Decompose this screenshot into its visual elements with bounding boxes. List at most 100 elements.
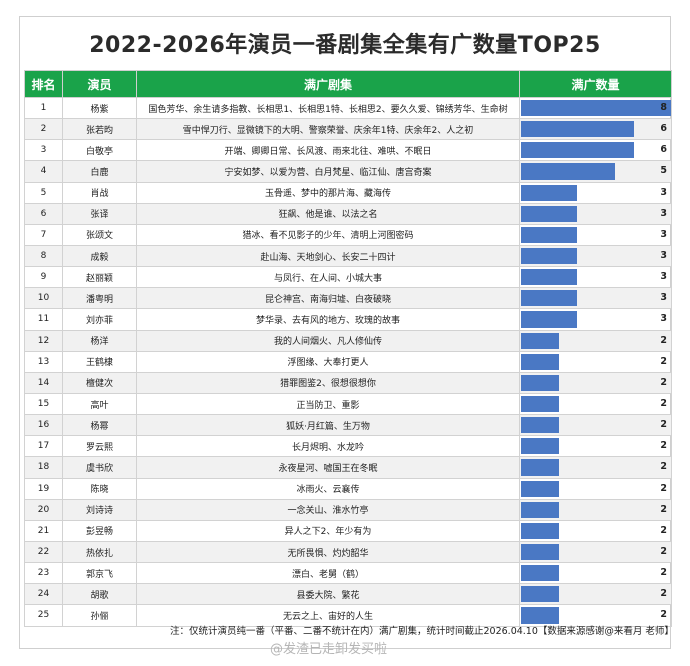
rank-cell: 19	[24, 477, 63, 500]
count-value: 2	[660, 524, 667, 536]
table-row: 20 刘诗诗 一念关山、淮水竹亭 2	[24, 498, 672, 521]
count-bar	[521, 163, 615, 180]
table-row: 21 彭昱畅 异人之下2、年少有为 2	[24, 519, 672, 542]
actor-cell: 肖战	[62, 181, 137, 204]
count-value: 3	[660, 186, 667, 198]
dramas-cell: 无云之上、宙好的人生	[136, 604, 520, 627]
count-cell: 2	[519, 477, 672, 500]
table-row: 12 杨洋 我的人间烟火、凡人修仙传 2	[24, 329, 672, 352]
count-value: 6	[660, 123, 667, 135]
count-cell: 3	[519, 308, 672, 331]
count-bar	[521, 269, 577, 286]
actor-cell: 潘粤明	[62, 287, 137, 310]
rank-cell: 24	[24, 583, 63, 606]
count-bar	[521, 543, 559, 561]
count-value: 2	[660, 419, 667, 431]
count-value: 2	[660, 461, 667, 473]
count-bar	[521, 290, 577, 307]
header-rank: 排名	[24, 70, 63, 98]
actor-cell: 孙俪	[62, 604, 137, 627]
count-value: 2	[660, 397, 667, 409]
actor-cell: 刘亦菲	[62, 308, 137, 331]
table-row: 8 成毅 赴山海、天地剑心、长安二十四计 3	[24, 244, 672, 268]
dramas-cell: 昆仑神宫、南海归墟、白夜破晓	[136, 287, 520, 310]
count-bar	[521, 459, 559, 476]
table-row: 5 肖战 玉骨遥、梦中的那片海、藏海传 3	[24, 181, 672, 204]
table-row: 25 孙俪 无云之上、宙好的人生 2	[24, 604, 672, 627]
dramas-cell: 狂飙、他是谁、以法之名	[136, 202, 520, 225]
watermark-text: @发渣已走卸发买啦	[270, 642, 388, 657]
count-cell: 2	[519, 392, 672, 416]
count-bar	[521, 586, 559, 603]
actor-cell: 张颂文	[62, 223, 137, 246]
table-row: 1 杨紫 国色芳华、余生请多指教、长相思1、长相思1特、长相思2、要久久爱、锦绣芳华…	[24, 96, 672, 120]
count-cell: 2	[519, 435, 672, 458]
rank-cell: 14	[24, 371, 63, 394]
dramas-cell: 我的人间烟火、凡人修仙传	[136, 329, 520, 352]
table-row: 9 赵丽颖 与凤行、在人间、小城大事 3	[24, 266, 672, 289]
count-cell: 2	[519, 350, 672, 373]
actor-cell: 檀健次	[62, 371, 137, 394]
count-cell: 3	[519, 223, 672, 246]
actor-cell: 白鹿	[62, 160, 137, 183]
count-cell: 8	[519, 96, 672, 120]
dramas-cell: 国色芳华、余生请多指教、长相思1、长相思1特、长相思2、要久久爱、锦绣芳华、生命…	[136, 96, 520, 120]
count-bar	[521, 332, 559, 349]
dramas-cell: 梦华录、去有风的地方、玫瑰的故事	[136, 308, 520, 331]
count-bar	[521, 226, 577, 243]
count-cell: 2	[519, 540, 672, 564]
dramas-cell: 长月烬明、水龙吟	[136, 435, 520, 458]
header-actor: 演员	[62, 70, 137, 98]
ranking-table: 排名 演员 满广剧集 满广数量 1 杨紫 国色芳华、余生请多指教、长相思1、长相思1…	[24, 70, 672, 627]
count-value: 3	[660, 207, 667, 219]
count-value: 2	[660, 376, 667, 388]
rank-cell: 10	[24, 287, 63, 310]
count-bar	[521, 311, 577, 328]
count-value: 3	[660, 249, 667, 261]
table-row: 14 檀健次 猎罪图鉴2、很想很想你 2	[24, 371, 672, 394]
count-bar	[521, 522, 559, 539]
count-bar	[521, 247, 577, 265]
rank-cell: 18	[24, 456, 63, 479]
count-cell: 3	[519, 266, 672, 289]
count-cell: 5	[519, 160, 672, 183]
rank-cell: 25	[24, 604, 63, 627]
count-value: 8	[660, 102, 667, 113]
rank-cell: 5	[24, 181, 63, 204]
count-cell: 3	[519, 287, 672, 310]
count-cell: 3	[519, 202, 672, 225]
table-row: 11 刘亦菲 梦华录、去有风的地方、玫瑰的故事 3	[24, 308, 672, 331]
count-cell: 2	[519, 583, 672, 606]
dramas-cell: 无所畏惧、灼灼韶华	[136, 540, 520, 564]
count-cell: 6	[519, 118, 672, 141]
count-bar	[521, 438, 559, 455]
header-count: 满广数量	[519, 70, 672, 98]
table-row: 24 胡歌 县委大院、繁花 2	[24, 583, 672, 606]
table-row: 7 张颂文 猎冰、看不见影子的少年、清明上河图密码 3	[24, 223, 672, 246]
count-value: 3	[660, 313, 667, 325]
dramas-cell: 宁安如梦、以爱为营、白月梵星、临江仙、唐宫奇案	[136, 160, 520, 183]
rank-cell: 6	[24, 202, 63, 225]
count-value: 2	[660, 567, 667, 579]
rank-cell: 8	[24, 244, 63, 268]
actor-cell: 王鹤棣	[62, 350, 137, 373]
count-value: 6	[660, 144, 667, 156]
table-row: 13 王鹤棣 浮图缘、大奉打更人 2	[24, 350, 672, 373]
table-header-row: 排名 演员 满广剧集 满广数量	[24, 70, 672, 98]
count-value: 3	[660, 271, 667, 283]
count-bar	[521, 565, 559, 582]
dramas-cell: 雪中悍刀行、显微镜下的大明、警察荣誉、庆余年1特、庆余年2、人之初	[136, 118, 520, 141]
count-cell: 2	[519, 329, 672, 352]
dramas-cell: 异人之下2、年少有为	[136, 519, 520, 542]
actor-cell: 热依扎	[62, 540, 137, 564]
count-value: 2	[660, 355, 667, 367]
rank-cell: 13	[24, 350, 63, 373]
dramas-cell: 漂白、老舅（鹤）	[136, 562, 520, 585]
actor-cell: 胡歌	[62, 583, 137, 606]
table-row: 4 白鹿 宁安如梦、以爱为营、白月梵星、临江仙、唐宫奇案 5	[24, 160, 672, 183]
count-bar	[521, 205, 577, 222]
count-bar	[521, 480, 559, 497]
count-bar	[521, 353, 559, 370]
table-row: 17 罗云熙 长月烬明、水龙吟 2	[24, 435, 672, 458]
rank-cell: 20	[24, 498, 63, 521]
